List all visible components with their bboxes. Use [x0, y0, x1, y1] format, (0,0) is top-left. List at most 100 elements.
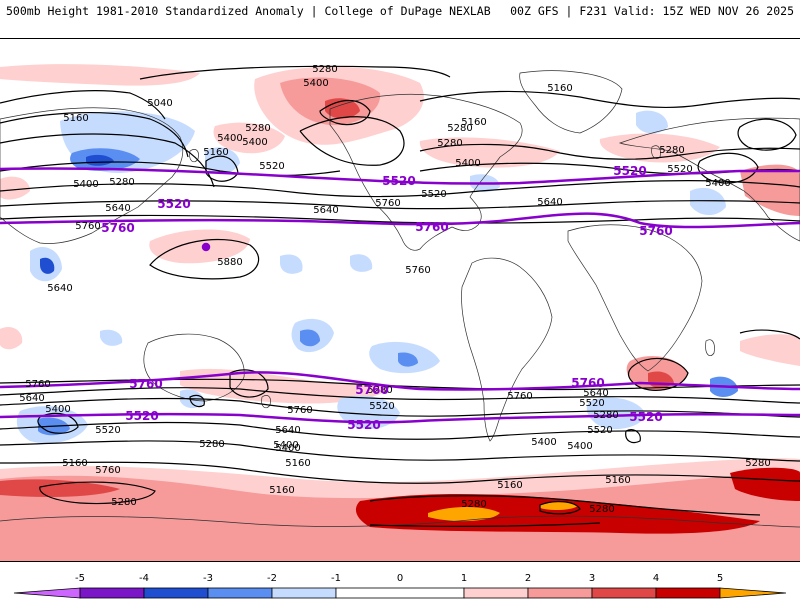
contour-line: [189, 394, 205, 408]
highlight-label: 5760: [415, 220, 448, 234]
anomaly-negative-region: [86, 154, 114, 166]
anomaly-positive-region: [428, 507, 500, 522]
colorbar-tick: -3: [203, 573, 213, 584]
contour-label: 5160: [269, 485, 294, 496]
contour-5520-north: [0, 167, 800, 185]
anomaly-negative-region: [636, 110, 668, 134]
anomaly-negative-region: [350, 254, 373, 272]
anomaly-negative-region: [280, 254, 303, 274]
colorbar-tick: 1: [461, 573, 467, 584]
contour-label: 5640: [275, 425, 300, 436]
anomaly-positive-region: [0, 176, 30, 200]
contour-label: 5160: [62, 458, 87, 469]
contour-label: 5760: [287, 405, 312, 416]
contour-label: 5400: [531, 437, 556, 448]
contour-label: 5400: [567, 441, 592, 452]
anomaly-negative-region: [690, 187, 726, 216]
colorbar: -5 -4 -3 -2 -1 0 1 2 3 4 5: [0, 570, 800, 600]
contour-label: 5280: [745, 458, 770, 469]
colorbar-tick: 3: [589, 573, 595, 584]
contour-label: 5280: [461, 499, 486, 510]
colorbar-bin-neg4: [79, 587, 145, 599]
anomaly-negative-region: [586, 397, 646, 430]
contour-label: 5760: [95, 465, 120, 476]
colorbar-bins: [13, 587, 787, 599]
contour-5760-north: [0, 212, 800, 229]
contour-label: 5520: [95, 425, 120, 436]
contour-label: 5160: [285, 458, 310, 469]
anomaly-negative-region: [300, 329, 320, 347]
contour-label: 5400: [217, 133, 242, 144]
contour-label: 5520: [579, 398, 604, 409]
contour-label: 5640: [537, 197, 562, 208]
contour-line: [0, 440, 800, 462]
colorbar-tick: 2: [525, 573, 531, 584]
colorbar-bin-neg2: [207, 587, 273, 599]
contour-line: [299, 116, 405, 166]
contour-label: 5400: [73, 179, 98, 190]
coastline-greenland: [519, 70, 623, 134]
highlight-label: 5760: [101, 221, 134, 235]
highlight-label: 5520: [157, 197, 190, 211]
contour-label: 5280: [245, 123, 270, 134]
anomaly-negative-region: [205, 147, 240, 175]
coastline-antarctica: [0, 515, 800, 528]
highlight-label: 5520: [613, 164, 646, 178]
contour-label: 5520: [369, 401, 394, 412]
coastline-japan: [189, 149, 199, 163]
highlight-label: 5760: [571, 376, 604, 390]
contour-line: [149, 238, 260, 280]
anomaly-negative-region: [100, 329, 123, 346]
contour-line: [419, 143, 800, 160]
colorbar-tick: -5: [75, 573, 85, 584]
contour-label: 5640: [47, 283, 72, 294]
contour-line: [0, 161, 341, 177]
contour-label: 5040: [147, 98, 172, 109]
coastline-eurasia: [618, 117, 800, 242]
contour-line: [0, 90, 166, 120]
contour-label: 5880: [217, 257, 242, 268]
contour-label: 5640: [313, 205, 338, 216]
contour-5520-south: [0, 412, 800, 424]
highlight-label: 5520: [125, 409, 158, 423]
contour-line: [0, 461, 800, 484]
contour-label: 5280: [109, 177, 134, 188]
coastline-africa: [567, 224, 703, 372]
contour-labels: 5280 5400 5040 5160 5280 5400 5160 5520 …: [19, 64, 770, 515]
contour-line: [0, 200, 800, 210]
colorbar-tick: 5: [717, 573, 723, 584]
contour-label: 5160: [203, 147, 228, 158]
anomaly-positive-region: [740, 164, 800, 216]
contour-label: 5400: [303, 78, 328, 89]
colorbar-bin-pos4: [655, 587, 721, 599]
anomaly-positive-region: [540, 502, 578, 511]
coastline-north-america: [329, 93, 523, 251]
contour-label: 5280: [437, 138, 462, 149]
contour-label: 5400: [705, 178, 730, 189]
anomaly-positive-region: [599, 133, 720, 163]
contour-line: [697, 152, 759, 184]
contour-line: [139, 65, 451, 80]
contour-label: 5760: [25, 379, 50, 390]
contour-line: [369, 495, 761, 516]
anomaly-negative-region: [398, 352, 418, 367]
colorbar-tick: -2: [267, 573, 277, 584]
colorbar-bin-pos1: [463, 587, 529, 599]
contour-label: 5280: [593, 410, 618, 421]
contour-line: [419, 90, 800, 109]
contour-label: 5400: [242, 137, 267, 148]
anomaly-positive-region: [730, 467, 800, 501]
anomaly-positive-region: [0, 326, 23, 350]
colorbar-bin-neg5: [13, 587, 81, 599]
colorbar-bin-zero: [335, 587, 465, 599]
contour-label: 5160: [547, 83, 572, 94]
contour-label: 5160: [63, 113, 88, 124]
coastline-australia: [143, 333, 245, 402]
contour-label: 5280: [312, 64, 337, 75]
colorbar-bin-neg3: [143, 587, 209, 599]
highlight-label: 5760: [639, 224, 672, 238]
contour-line: [737, 118, 797, 151]
contour-label: 5280: [367, 385, 392, 396]
contour-label: 5640: [105, 203, 130, 214]
colorbar-bin-neg1: [271, 587, 337, 599]
